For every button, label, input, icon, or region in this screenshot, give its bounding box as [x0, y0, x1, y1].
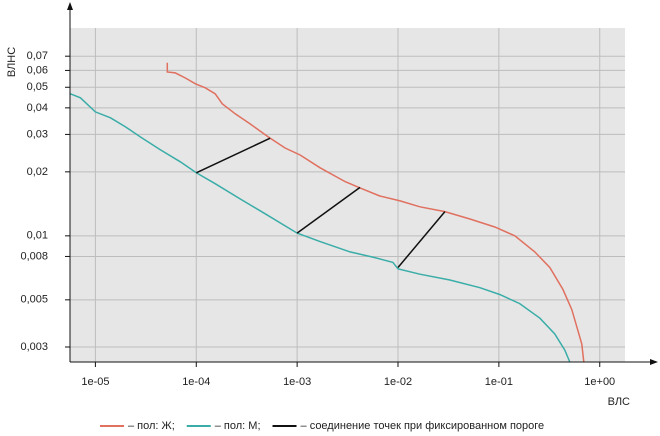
y-tick-label: 0,03 [27, 128, 48, 140]
plot-area [70, 28, 625, 362]
y-tick-label: 0,003 [20, 341, 48, 353]
y-tick-label: 0,07 [27, 50, 48, 62]
series-line [70, 93, 571, 363]
x-axis-label: ВЛС [608, 396, 630, 408]
x-tick-label: 1e-05 [81, 376, 109, 388]
series-line [166, 62, 585, 363]
y-axis-label: ВЛНС [6, 47, 18, 77]
series-line [195, 137, 446, 268]
y-tick-label: 0,01 [27, 230, 48, 242]
x-tick-label: 1e-04 [182, 376, 210, 388]
x-tick-label: 1e-01 [485, 376, 513, 388]
y-tick-label: 0,04 [27, 102, 48, 114]
y-tick-label: 0,06 [27, 64, 48, 76]
legend-label: – соединение точек при фиксированном пор… [301, 420, 545, 432]
legend-label: – пол: Ж; [128, 420, 175, 432]
x-tick-label: 1e-03 [283, 376, 311, 388]
legend-label: – пол: М; [215, 420, 261, 432]
y-tick-label: 0,05 [27, 81, 48, 93]
x-tick-label: 1e+00 [584, 376, 615, 388]
y-tick-label: 0,02 [27, 166, 48, 178]
y-tick-label: 0,005 [20, 294, 48, 306]
y-tick-label: 0,008 [20, 250, 48, 262]
x-tick-label: 1e-02 [384, 376, 412, 388]
